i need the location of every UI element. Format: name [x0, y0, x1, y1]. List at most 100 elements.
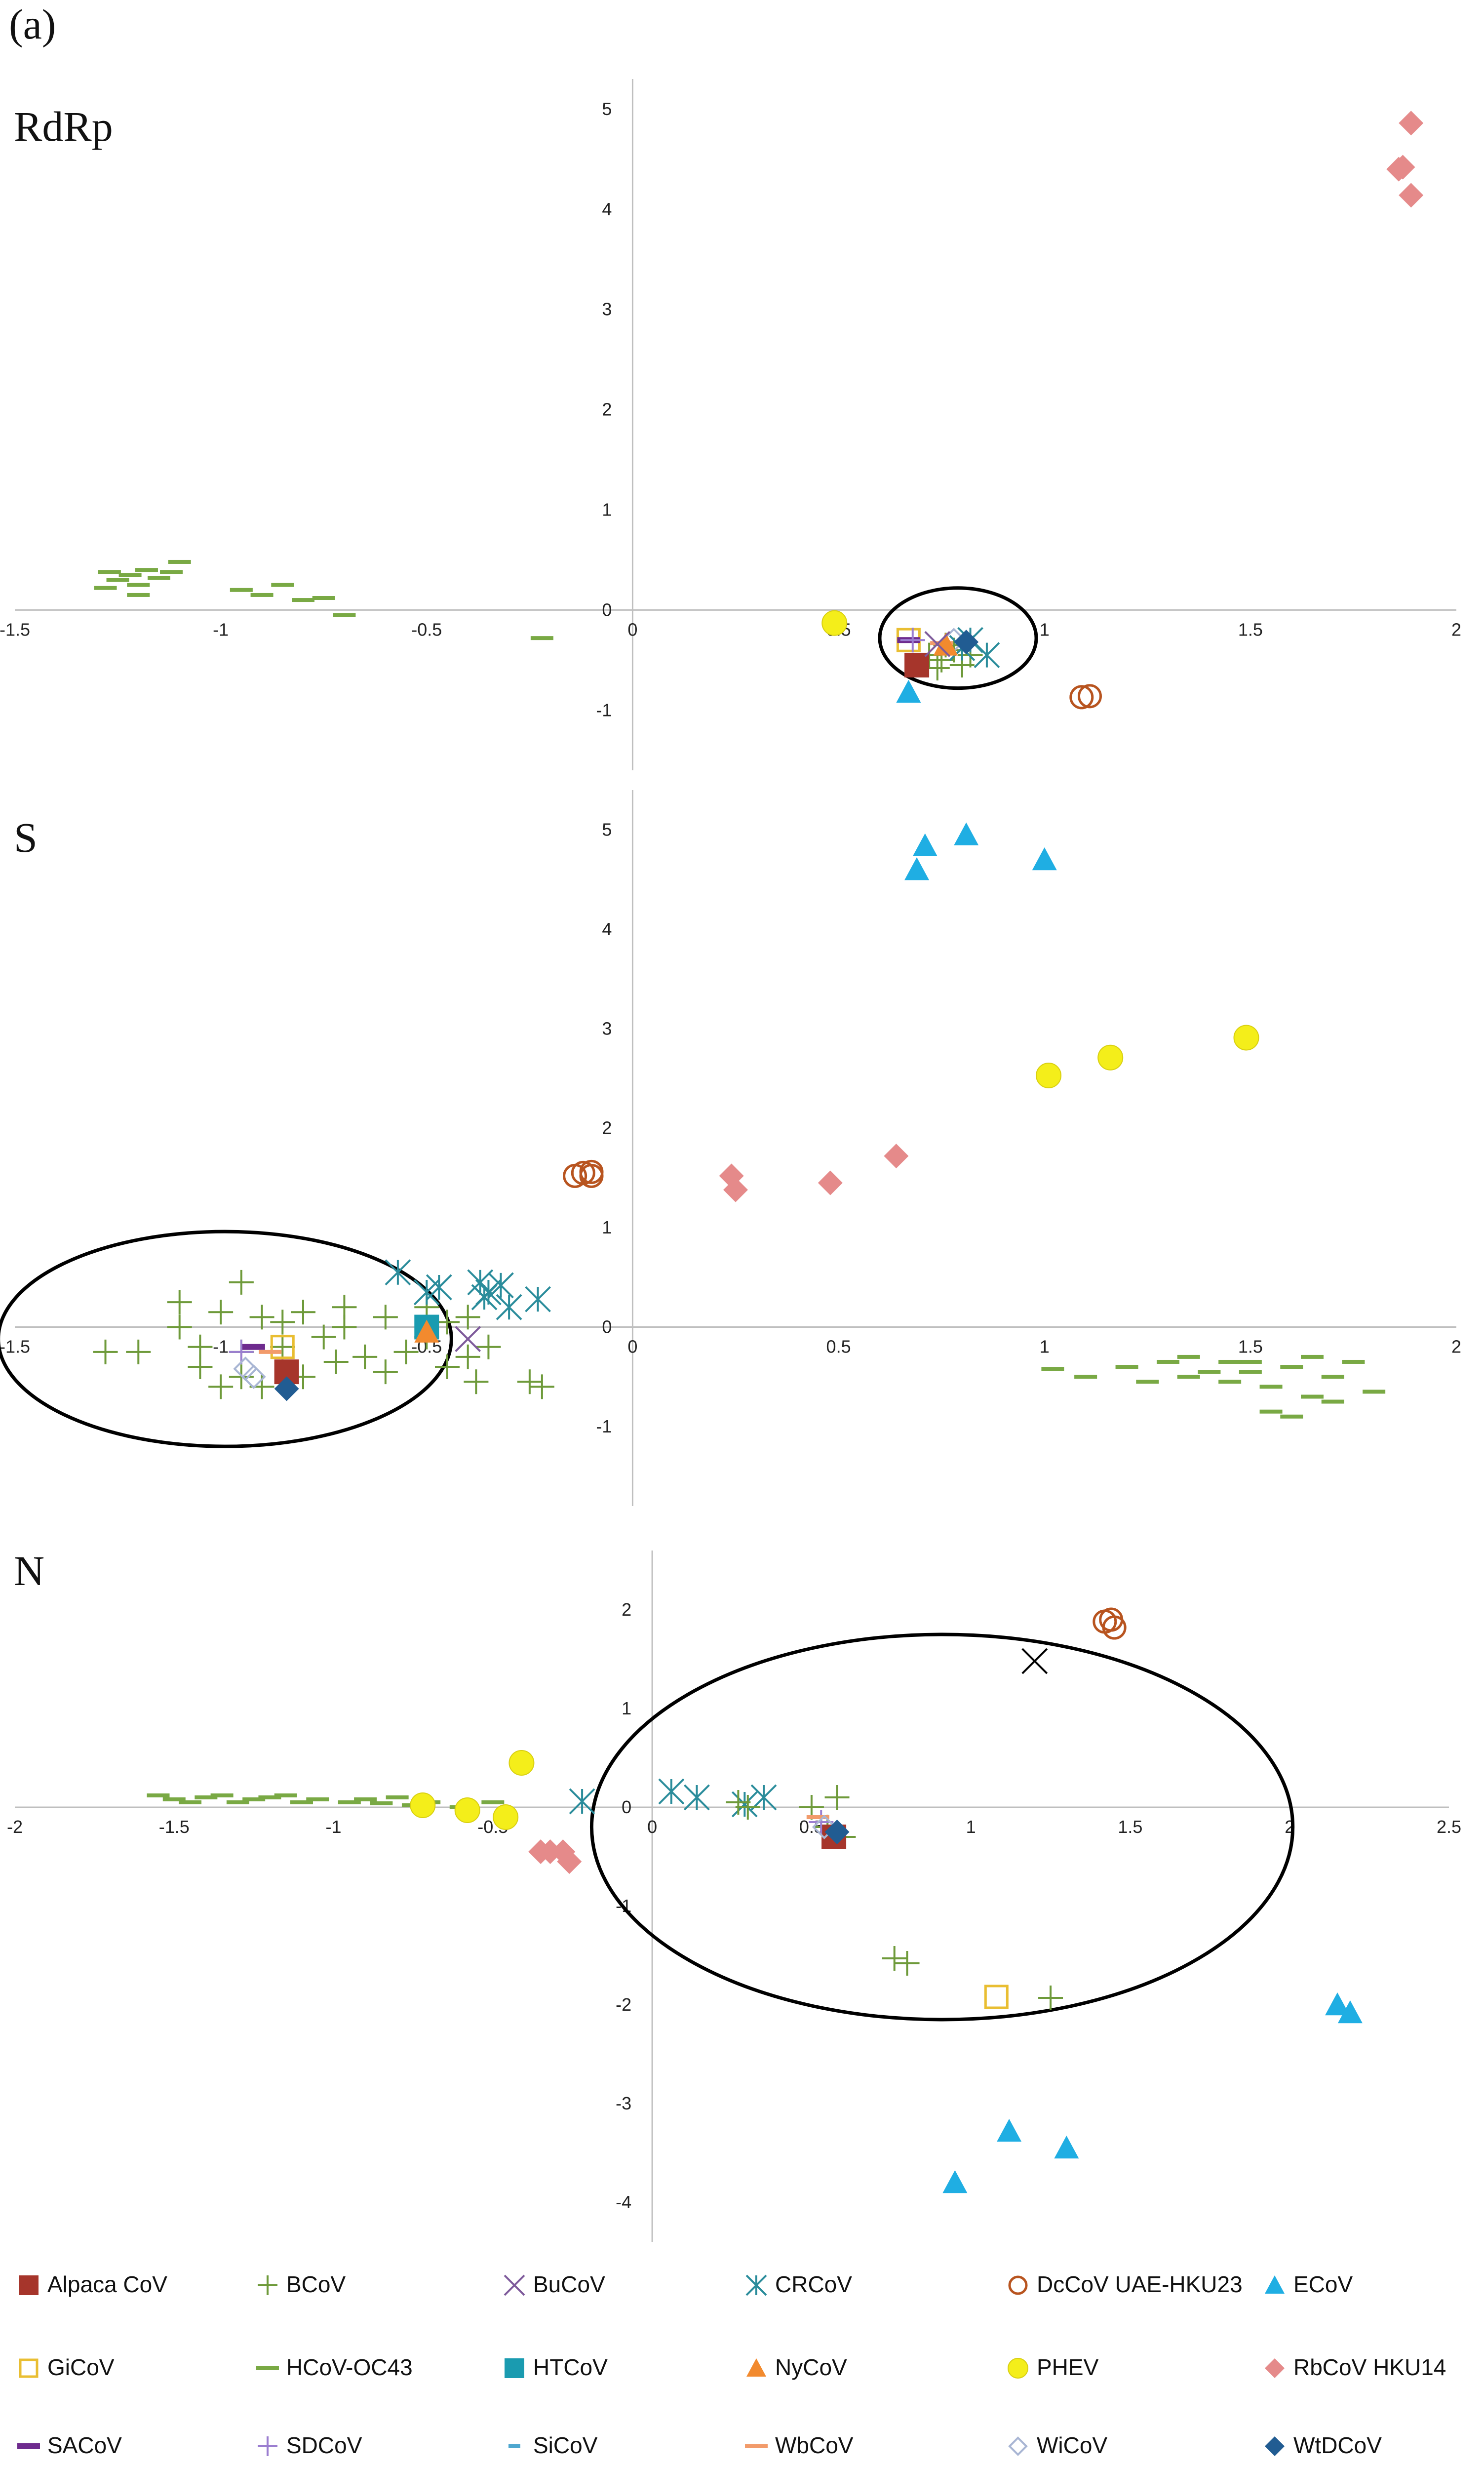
legend-marker-sdcov: [258, 2436, 277, 2456]
legend-marker-ecov: [1265, 2275, 1285, 2294]
data-point-bcov: [249, 1305, 274, 1330]
data-point-hcov-oc43: [312, 596, 335, 600]
legend-label: SDCoV: [286, 2432, 362, 2458]
data-point-ecov: [1054, 2136, 1079, 2159]
x-tick-label: 2: [1451, 1337, 1461, 1357]
legend-item: DcCoV UAE-HKU23: [1008, 2271, 1243, 2297]
data-point-hcov-oc43: [160, 570, 183, 574]
data-point-hcov-oc43: [1157, 1359, 1179, 1364]
legend-label: Alpaca CoV: [47, 2271, 167, 2297]
data-point-bcov: [352, 1344, 378, 1369]
y-tick-label: -4: [616, 2192, 631, 2212]
data-point-hcov-oc43: [1321, 1399, 1344, 1404]
data-point-ecov: [904, 857, 930, 880]
data-point-hcov-oc43: [1280, 1414, 1303, 1419]
data-point-hcov-oc43: [370, 1801, 393, 1805]
legend-item: HTCoV: [505, 2354, 608, 2380]
data-point-dccov-uae-hku23: [1102, 1615, 1127, 1640]
x-tick-label: 1.5: [1118, 1817, 1142, 1837]
legend-label: SiCoV: [533, 2432, 598, 2458]
data-point-rbcov-hku14: [557, 1849, 582, 1874]
data-point-hcov-oc43: [481, 1800, 505, 1804]
data-point-crcov: [496, 1294, 522, 1320]
data-point-wicov: [233, 1356, 258, 1381]
legend-marker-nycov: [746, 2358, 766, 2377]
legend-label: GiCoV: [47, 2354, 115, 2380]
y-tick-label: 2: [602, 399, 612, 420]
data-point-hcov-oc43: [1342, 1359, 1365, 1364]
data-point-bcov: [270, 1310, 295, 1335]
legend-item: Alpaca CoV: [19, 2271, 167, 2297]
data-point-bcov: [455, 1305, 480, 1330]
data-point-sdcov: [229, 1339, 254, 1364]
data-point-bcov: [208, 1374, 234, 1399]
legend-marker-dccov-uae-hku23: [1008, 2275, 1028, 2295]
legend-label: HTCoV: [533, 2354, 608, 2380]
data-point-sdcov: [900, 628, 925, 653]
legend-label: ECoV: [1293, 2271, 1353, 2297]
legend-label: WiCoV: [1037, 2432, 1107, 2458]
legend-item: ECoV: [1265, 2271, 1353, 2297]
data-point-hcov-oc43: [354, 1797, 377, 1801]
data-point-hcov-oc43: [1041, 1367, 1064, 1371]
data-point-hcov-oc43: [118, 573, 142, 577]
data-point-phev: [493, 1804, 519, 1830]
data-point-bcov: [291, 1300, 315, 1325]
data-point-hcov-oc43: [292, 598, 314, 602]
data-point-wicov: [241, 1364, 266, 1390]
data-point-bcov: [529, 1374, 554, 1399]
data-point-hcov-oc43: [290, 1800, 313, 1804]
data-point-bcov: [208, 1300, 234, 1325]
x-tick-label: 2: [1451, 619, 1461, 639]
data-point-hcov-oc43: [1363, 1390, 1386, 1394]
legend-label: HCoV-OC43: [286, 2354, 413, 2380]
data-point-crcov: [569, 1788, 595, 1815]
y-tick-label: 1: [602, 1217, 612, 1237]
data-point-hcov-oc43: [147, 1793, 170, 1797]
data-point-rbcov-hku14: [1386, 157, 1411, 182]
data-point-hcov-oc43: [250, 593, 273, 597]
y-tick-label: 0: [602, 1317, 612, 1337]
data-point-hcov-oc43: [94, 586, 117, 590]
data-point-bcov: [93, 1339, 118, 1364]
legend-item: CRCoV: [745, 2271, 852, 2297]
legend-marker-htcov: [505, 2358, 524, 2378]
panel-label: (a): [9, 0, 56, 48]
legend-marker-bcov: [258, 2275, 277, 2295]
data-point-wicov: [812, 1815, 837, 1839]
data-point-crcov: [488, 1272, 514, 1299]
y-tick-label: -1: [596, 700, 612, 720]
cluster-ellipse: [878, 586, 1038, 690]
legend-label: NyCoV: [775, 2354, 847, 2380]
data-point-bcov: [373, 1359, 398, 1385]
data-point-ecov: [954, 822, 979, 845]
data-point-hcov-oc43: [168, 559, 191, 564]
data-point-ecov: [896, 679, 921, 703]
legend-item: RbCoV HKU14: [1265, 2354, 1446, 2380]
legend-marker-sicov: [508, 2444, 520, 2448]
data-point-crcov: [385, 1259, 411, 1286]
data-point-bcov: [270, 1334, 295, 1359]
data-point-hcov-oc43: [1301, 1394, 1324, 1399]
data-point-crcov: [525, 1286, 551, 1312]
data-point-wbcov: [259, 1350, 282, 1354]
legend-item: SDCoV: [258, 2432, 362, 2458]
legend-item: HCoV-OC43: [256, 2354, 413, 2380]
data-point-bcov: [476, 1334, 501, 1359]
data-point-hcov-oc43: [1239, 1370, 1262, 1374]
legend-marker-sacov: [17, 2443, 40, 2449]
data-point-crcov: [426, 1274, 452, 1301]
legend-marker-rbcov-hku14: [1265, 2358, 1285, 2378]
data-point-hcov-oc43: [1198, 1370, 1221, 1374]
y-tick-label: 2: [622, 1599, 631, 1620]
legend-item: WtDCoV: [1265, 2432, 1382, 2458]
data-point-crcov: [684, 1784, 710, 1811]
data-point-ecov: [912, 833, 937, 857]
legend-label: WbCoV: [775, 2432, 854, 2458]
data-point-phev: [821, 610, 848, 636]
x-tick-label: 1: [966, 1817, 976, 1837]
data-point-hcov-oc43: [258, 1795, 281, 1799]
data-point-bcov: [373, 1305, 398, 1330]
legend-label: BuCoV: [533, 2271, 605, 2297]
